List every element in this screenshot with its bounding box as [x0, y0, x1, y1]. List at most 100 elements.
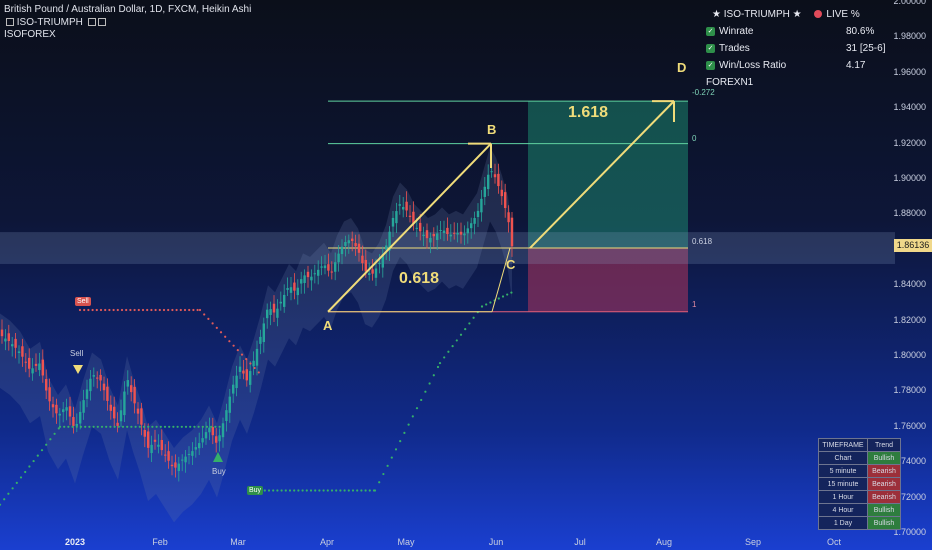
buy-stop-dot [326, 489, 329, 492]
sell-stop-dot [198, 308, 202, 312]
sell-stop-dot [192, 308, 195, 312]
stop-zone [528, 248, 688, 312]
sell-stop-dot [141, 308, 145, 312]
buy-stop-dot [32, 459, 35, 463]
candle-body [429, 237, 432, 243]
sell-stop-dot [175, 308, 178, 312]
sell-stop-dot [112, 308, 115, 312]
candle-body [466, 228, 469, 234]
buy-stop-dot [121, 425, 125, 428]
candle-body [283, 294, 286, 307]
buy-stop-dot [322, 489, 325, 492]
candle-body [385, 245, 388, 250]
candle-body [28, 357, 31, 369]
buy-stop-dot [330, 489, 334, 492]
candle-body [439, 229, 442, 231]
candle-body [51, 404, 55, 408]
buy-stop-dot [485, 303, 488, 306]
buy-stop-dot [468, 322, 471, 325]
candle-body [34, 363, 38, 366]
buy-stop-dot [276, 489, 279, 492]
candle-body [255, 348, 259, 366]
buy-signal-label: Buy [212, 467, 226, 476]
close-icon[interactable] [97, 18, 106, 27]
y-tick-label: 1.82000 [893, 314, 926, 325]
buy-stop-dot [309, 489, 313, 492]
candle-body [337, 253, 340, 263]
sell-stop-dot [232, 344, 235, 347]
candle-body [55, 404, 58, 414]
sell-stop-dot [150, 308, 153, 312]
buy-stop-dot [351, 489, 355, 492]
y-tick-label: 1.80000 [893, 350, 926, 360]
y-tick-label: 2.00000 [893, 0, 926, 6]
check-icon: ✓ [706, 26, 715, 36]
buy-stop-dot [36, 454, 39, 457]
sell-stop-dot [245, 357, 248, 361]
sell-stop-dot [154, 308, 157, 312]
candle-body [89, 378, 92, 392]
x-tick-label: Aug [655, 537, 673, 547]
buy-stop-dot [443, 356, 446, 359]
buy-stop-dot [96, 425, 99, 428]
candle-body [85, 389, 89, 399]
candle-body [150, 444, 153, 454]
candle-body [79, 411, 82, 424]
buy-stop-dot [180, 425, 183, 428]
candle-body [116, 422, 119, 426]
candle-body [130, 385, 133, 393]
candle-body [368, 273, 371, 275]
buy-stop-dot [263, 489, 266, 492]
candle-body [330, 271, 333, 273]
settings-icon[interactable] [87, 18, 96, 27]
sell-stop-dot [257, 371, 260, 374]
candle-body [347, 240, 350, 244]
buy-stop-dot [415, 407, 419, 410]
footer-label: FOREXN1 [706, 77, 754, 88]
sell-stop-dot [104, 308, 107, 312]
candle-body [126, 380, 129, 387]
candle-body [286, 288, 289, 290]
point-a-label: A [323, 318, 333, 333]
price-axis[interactable]: 2.00000 1.98000 1.96000 1.94000 1.92000 1.900… [892, 0, 932, 550]
candle-body [289, 287, 293, 293]
stats-panel: ★ ISO-TRIUMPH ★ LIVE % ✓ Winrate 80.6% ✓ Tr… [706, 6, 886, 91]
candle-body [143, 429, 146, 437]
candle-body [228, 396, 231, 413]
sell-stop-dot [99, 308, 103, 312]
buy-stop-dot [159, 425, 162, 428]
candle-body [235, 375, 238, 389]
buy-stop-dot [343, 489, 346, 492]
pattern-leg-ab [327, 142, 492, 313]
buy-stop-dot [424, 390, 427, 393]
x-tick-label: Apr [319, 537, 335, 547]
candle-body [92, 375, 95, 377]
buy-stop-dot [138, 425, 141, 428]
candle-body [194, 447, 197, 450]
candle-body [334, 262, 337, 272]
buy-stop-dot [49, 438, 52, 441]
candle-body [24, 361, 27, 363]
candle-body [208, 427, 211, 433]
stats-title: ★ ISO-TRIUMPH ★ [712, 9, 802, 20]
candle-body [453, 232, 456, 234]
buy-stop-dot [382, 472, 385, 476]
buy-stop-dot [506, 293, 509, 296]
pattern-leg-cd [529, 100, 675, 249]
buy-stop-dot [92, 425, 95, 428]
sell-tag: Sell [75, 297, 91, 306]
buy-stop-dot [142, 425, 146, 428]
buy-stop-dot [318, 489, 321, 492]
candle-body [456, 232, 459, 235]
fib-label: 0.618 [692, 237, 713, 246]
candle-body [371, 269, 374, 274]
sell-stop-dot [116, 308, 119, 312]
live-dot-icon [814, 10, 823, 19]
indicator-title[interactable]: ISO-TRIUMPH [4, 17, 106, 28]
eye-icon[interactable] [6, 18, 14, 27]
y-tick-label: 1.76000 [893, 420, 926, 431]
candle-body [364, 259, 367, 272]
buy-stop-dot [113, 425, 116, 428]
